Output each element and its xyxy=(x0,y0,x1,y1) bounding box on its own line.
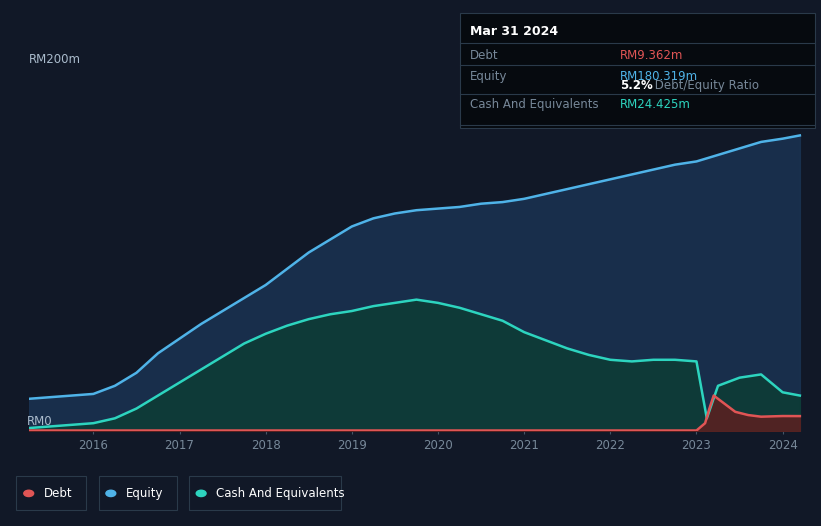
Text: Equity: Equity xyxy=(470,69,507,83)
Text: RM24.425m: RM24.425m xyxy=(620,98,691,112)
Text: Debt/Equity Ratio: Debt/Equity Ratio xyxy=(651,79,759,93)
Text: RM0: RM0 xyxy=(27,414,53,428)
Text: Mar 31 2024: Mar 31 2024 xyxy=(470,25,558,38)
Text: 5.2%: 5.2% xyxy=(620,79,653,93)
Text: Equity: Equity xyxy=(126,487,163,500)
Text: Cash And Equivalents: Cash And Equivalents xyxy=(216,487,345,500)
Text: RM9.362m: RM9.362m xyxy=(620,48,683,62)
Text: RM200m: RM200m xyxy=(29,54,80,66)
Text: Cash And Equivalents: Cash And Equivalents xyxy=(470,98,599,112)
Text: Debt: Debt xyxy=(44,487,72,500)
Text: RM180.319m: RM180.319m xyxy=(620,69,698,83)
Text: Debt: Debt xyxy=(470,48,498,62)
